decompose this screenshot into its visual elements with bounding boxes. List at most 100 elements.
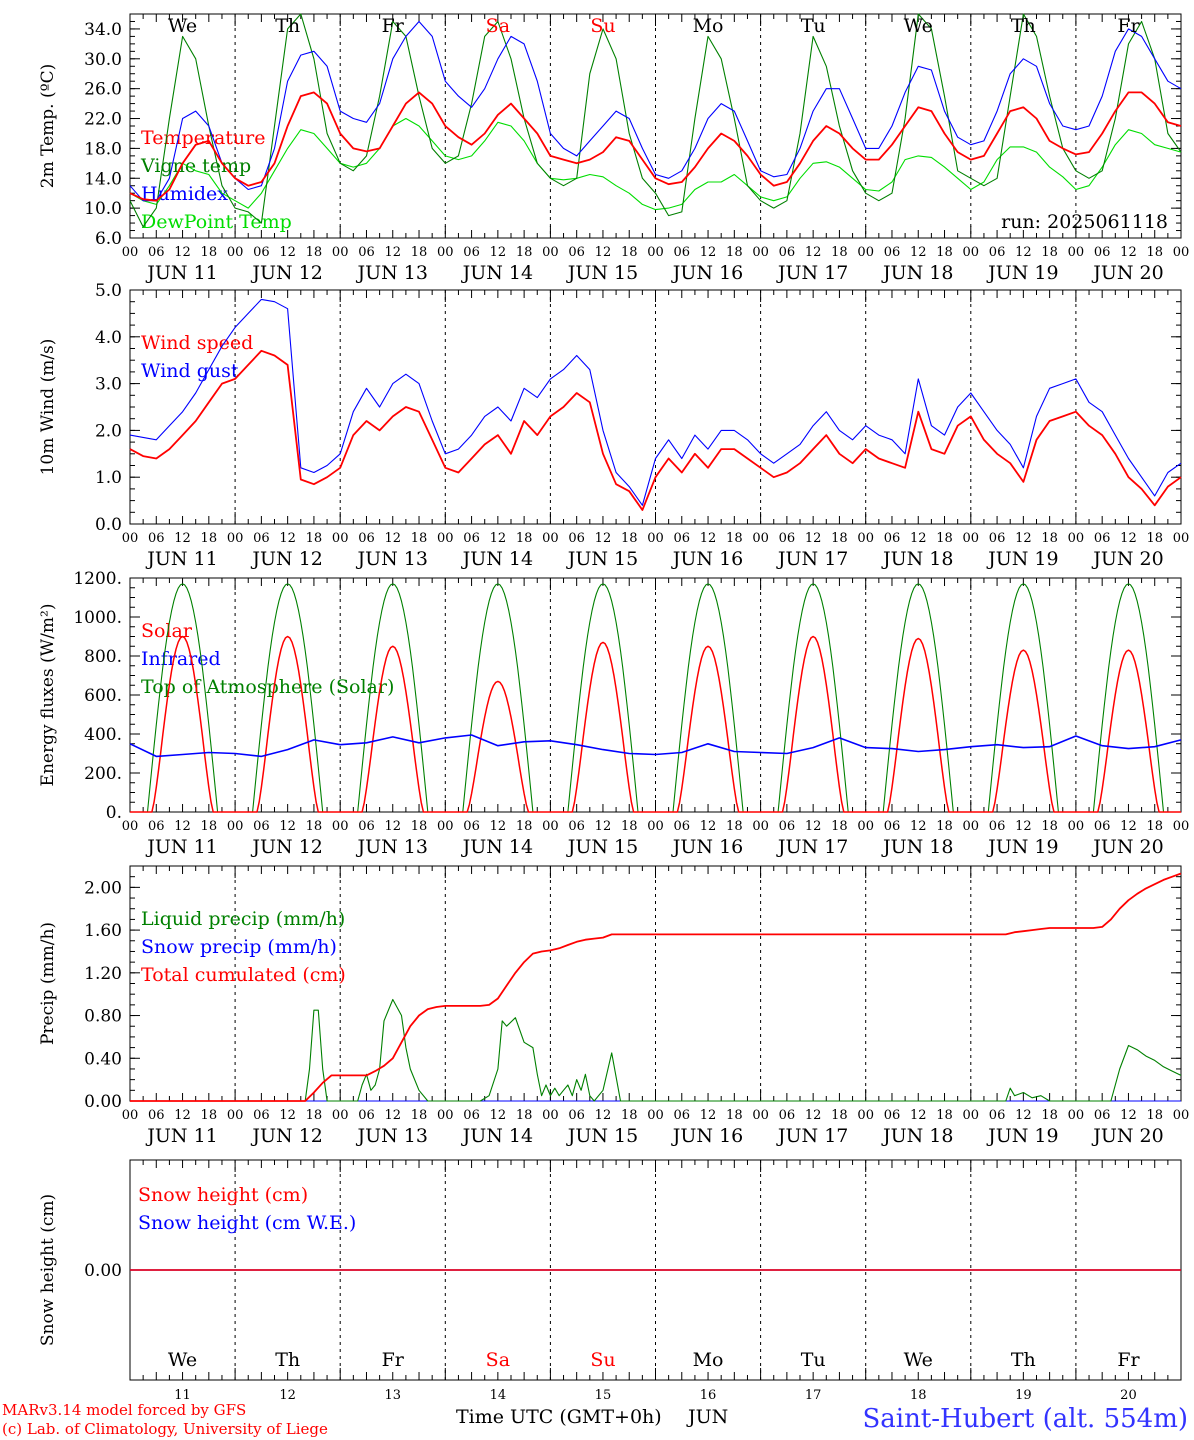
day-number-label: 13: [384, 1388, 401, 1403]
hour-tick-label: 00: [857, 819, 874, 834]
weekday-label: Th: [1011, 15, 1036, 37]
hour-tick-label: 00: [857, 245, 874, 260]
panel-4: 0.00 0.40 0.80 1.20 1.60 2.00 Precip (mm/h) 00 0…: [38, 865, 1190, 1147]
y-tick-label: 400.: [84, 725, 122, 745]
hour-tick-label: 18: [1146, 531, 1163, 546]
y-tick-label: 600.: [84, 686, 122, 706]
date-label: JUN 16: [671, 548, 743, 570]
hour-tick-label: 00: [1173, 1108, 1190, 1123]
hour-tick-label: 12: [384, 819, 401, 834]
weekday-label: We: [904, 15, 933, 37]
legend-entry: Snow precip (mm/h): [141, 936, 337, 958]
date-label: JUN 17: [776, 548, 848, 570]
hour-tick-label: 00: [1068, 245, 1085, 260]
date-label: JUN 17: [776, 836, 848, 858]
weekday-label: Fr: [1117, 1349, 1140, 1371]
weekday-label: We: [904, 1349, 933, 1371]
hour-tick-label: 18: [726, 1108, 743, 1123]
hour-tick-label: 12: [279, 1108, 296, 1123]
hour-tick-label: 00: [332, 1108, 349, 1123]
hour-tick-label: 12: [910, 531, 927, 546]
hour-tick-label: 18: [621, 1108, 638, 1123]
hour-tick-label: 06: [253, 819, 270, 834]
date-label: JUN 13: [356, 836, 428, 858]
day-number-label: 18: [910, 1388, 927, 1403]
date-label: JUN 19: [986, 836, 1058, 858]
hour-tick-label: 06: [148, 1108, 165, 1123]
date-label: JUN 13: [356, 262, 428, 284]
hour-tick-label: 06: [674, 819, 691, 834]
hour-tick-label: 18: [1041, 245, 1058, 260]
hour-tick-label: 00: [1068, 819, 1085, 834]
hour-tick-label: 06: [253, 531, 270, 546]
date-label: JUN 20: [1091, 548, 1163, 570]
hour-tick-label: 18: [306, 819, 323, 834]
y-tick-label: 0.00: [84, 1092, 122, 1112]
hour-tick-label: 00: [963, 245, 980, 260]
weekday-label: We: [168, 1349, 197, 1371]
date-label: JUN 20: [1091, 262, 1163, 284]
legend-entry: Top of Atmosphere (Solar): [141, 676, 394, 698]
date-label: JUN 16: [671, 1125, 743, 1147]
series-line-vigne-temp: [129, 13, 1182, 228]
hour-tick-label: 00: [647, 531, 664, 546]
y-tick-label: 0.: [106, 803, 122, 823]
hour-tick-label: 06: [568, 819, 585, 834]
y-tick-label: 1.0: [95, 468, 122, 488]
date-label: JUN 16: [671, 262, 743, 284]
y-tick-label: 10.0: [84, 199, 122, 219]
hour-tick-label: 18: [201, 531, 218, 546]
hour-tick-label: 06: [674, 1108, 691, 1123]
x-axis-month: JUN: [686, 1406, 728, 1428]
date-label: JUN 18: [881, 262, 953, 284]
series-line-humidex: [129, 20, 1182, 202]
hour-tick-label: 12: [805, 245, 822, 260]
hour-tick-label: 12: [1120, 531, 1137, 546]
hour-tick-label: 00: [857, 531, 874, 546]
day-number-label: 15: [595, 1388, 612, 1403]
hour-tick-label: 12: [384, 531, 401, 546]
hour-tick-label: 00: [227, 531, 244, 546]
hour-tick-label: 00: [752, 819, 769, 834]
hour-tick-label: 18: [306, 1108, 323, 1123]
x-axis-title: Time UTC (GMT+0h): [456, 1406, 662, 1428]
hour-tick-label: 18: [1146, 245, 1163, 260]
legend-entry: Vigne temp: [140, 155, 251, 177]
hour-tick-label: 12: [805, 819, 822, 834]
hour-tick-label: 18: [201, 819, 218, 834]
hour-tick-label: 06: [779, 245, 796, 260]
hour-tick-label: 06: [358, 1108, 375, 1123]
y-tick-label: 2.0: [95, 421, 122, 441]
hour-tick-label: 06: [884, 245, 901, 260]
date-label: JUN 13: [356, 1125, 428, 1147]
day-number-label: 19: [1015, 1388, 1032, 1403]
hour-tick-label: 06: [1094, 819, 1111, 834]
hour-tick-label: 00: [437, 531, 454, 546]
hour-tick-label: 18: [516, 819, 533, 834]
series-line-wind-speed: [129, 349, 1182, 511]
hour-tick-label: 06: [253, 1108, 270, 1123]
panel-3: 0. 200. 400. 600. 800. 1000. 1200. Energy fluxe…: [38, 569, 1189, 858]
hour-tick-label: 12: [174, 245, 191, 260]
hour-tick-label: 06: [358, 819, 375, 834]
weekday-label: Tu: [801, 1349, 826, 1371]
hour-tick-label: 00: [647, 1108, 664, 1123]
hour-tick-label: 00: [332, 531, 349, 546]
hour-tick-label: 06: [1094, 1108, 1111, 1123]
hour-tick-label: 06: [463, 531, 480, 546]
hour-tick-label: 18: [936, 531, 953, 546]
date-label: JUN 15: [566, 262, 638, 284]
run-annotation: run: 2025061118: [1001, 211, 1168, 233]
hour-tick-label: 12: [279, 245, 296, 260]
date-label: JUN 19: [986, 548, 1058, 570]
hour-tick-label: 12: [595, 245, 612, 260]
date-label: JUN 20: [1091, 836, 1163, 858]
y-tick-label: 34.0: [84, 20, 122, 40]
hour-tick-label: 18: [936, 1108, 953, 1123]
hour-tick-label: 18: [1041, 531, 1058, 546]
date-label: JUN 14: [461, 262, 533, 284]
hour-tick-label: 00: [437, 245, 454, 260]
y-tick-label: 18.0: [84, 139, 122, 159]
weekday-label: Fr: [382, 15, 405, 37]
hour-tick-label: 00: [122, 531, 139, 546]
